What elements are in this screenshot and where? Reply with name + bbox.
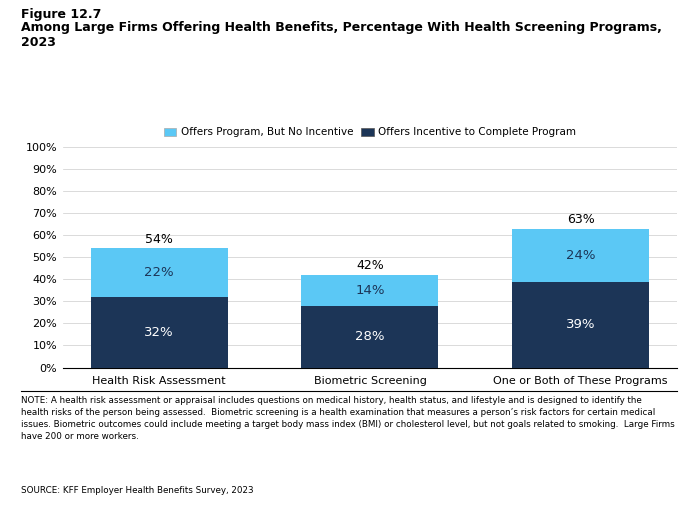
Text: Figure 12.7: Figure 12.7 bbox=[21, 8, 101, 21]
Text: 54%: 54% bbox=[145, 233, 173, 246]
Bar bbox=[91, 248, 228, 297]
Bar bbox=[512, 228, 649, 281]
Bar bbox=[302, 306, 438, 367]
Text: 39%: 39% bbox=[566, 318, 595, 331]
Text: 14%: 14% bbox=[355, 284, 385, 297]
Bar bbox=[302, 275, 438, 306]
Text: 32%: 32% bbox=[144, 326, 174, 339]
Text: 24%: 24% bbox=[566, 248, 595, 261]
Text: Among Large Firms Offering Health Benefits, Percentage With Health Screening Pro: Among Large Firms Offering Health Benefi… bbox=[21, 21, 662, 34]
Text: 22%: 22% bbox=[144, 266, 174, 279]
Text: 28%: 28% bbox=[355, 330, 385, 343]
Text: NOTE: A health risk assessment or appraisal includes questions on medical histor: NOTE: A health risk assessment or apprai… bbox=[21, 396, 675, 441]
Legend: Offers Program, But No Incentive, Offers Incentive to Complete Program: Offers Program, But No Incentive, Offers… bbox=[160, 123, 580, 142]
Text: 42%: 42% bbox=[356, 259, 384, 272]
Text: SOURCE: KFF Employer Health Benefits Survey, 2023: SOURCE: KFF Employer Health Benefits Sur… bbox=[21, 486, 253, 495]
Bar bbox=[512, 281, 649, 368]
Text: 63%: 63% bbox=[567, 213, 595, 226]
Bar bbox=[91, 297, 228, 368]
Text: 2023: 2023 bbox=[21, 36, 56, 49]
